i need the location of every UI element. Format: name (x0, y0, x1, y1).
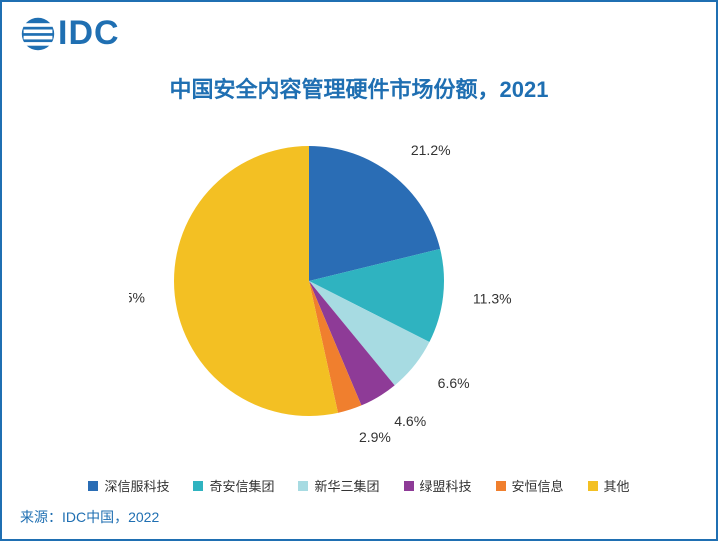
legend-swatch (496, 481, 506, 491)
pie-slice-label: 11.3% (473, 290, 512, 306)
pie-slice-label: 2.9% (359, 428, 391, 444)
legend-label: 绿盟科技 (420, 476, 472, 495)
legend-label: 新华三集团 (314, 476, 379, 495)
legend-item: 绿盟科技 (404, 476, 472, 495)
legend-item: 新华三集团 (298, 476, 379, 495)
source-note: 来源：IDC中国，2022 (20, 507, 159, 527)
legend-item: 安恒信息 (496, 476, 564, 495)
legend-item: 深信服科技 (88, 476, 169, 495)
pie-slice-label: 4.6% (394, 412, 426, 428)
legend-swatch (193, 481, 203, 491)
legend-label: 深信服科技 (104, 476, 169, 495)
legend: 深信服科技 奇安信集团 新华三集团 绿盟科技 安恒信息 其他 (2, 476, 716, 495)
legend-item: 奇安信集团 (193, 476, 274, 495)
pie-slice-label: 53.5% (129, 289, 145, 305)
chart-area: 21.2% 11.3% 6.6% 4.6%2.9% 53.5% (2, 112, 716, 459)
legend-label: 安恒信息 (512, 476, 564, 495)
legend-label: 其他 (604, 476, 630, 495)
legend-swatch (88, 481, 98, 491)
pie-chart: 21.2% 11.3% 6.6% 4.6%2.9% 53.5% (129, 121, 589, 451)
legend-item: 其他 (588, 476, 630, 495)
legend-swatch (298, 481, 308, 491)
idc-logo-icon (20, 16, 56, 52)
pie-slice-label: 21.2% (411, 141, 451, 157)
chart-frame: IDC 中国安全内容管理硬件市场份额，2021 21.2% 11.3% 6.6% 4.… (0, 0, 718, 541)
chart-title: 中国安全内容管理硬件市场份额，2021 (2, 72, 716, 104)
legend-label: 奇安信集团 (209, 476, 274, 495)
idc-logo: IDC (20, 14, 120, 53)
legend-swatch (404, 481, 414, 491)
pie-slice-label: 6.6% (438, 374, 470, 390)
idc-logo-text: IDC (58, 14, 120, 53)
legend-swatch (588, 481, 598, 491)
